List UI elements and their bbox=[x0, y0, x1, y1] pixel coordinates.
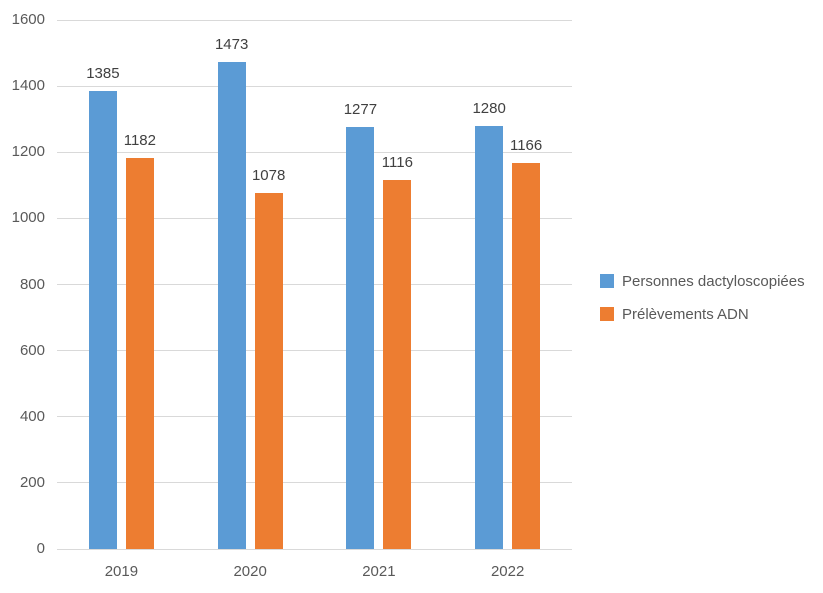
gridline bbox=[57, 548, 572, 550]
bar-series2-2021 bbox=[383, 180, 412, 549]
legend-swatch-icon bbox=[600, 274, 614, 288]
data-label: 1277 bbox=[343, 100, 378, 118]
gridline bbox=[57, 284, 572, 285]
bar-series2-2022 bbox=[512, 163, 541, 549]
legend-item: Personnes dactyloscopiées bbox=[600, 272, 805, 290]
y-axis-tick-label: 600 bbox=[19, 341, 45, 359]
x-axis-tick-label: 2022 bbox=[490, 563, 525, 580]
data-label: 1182 bbox=[123, 132, 156, 150]
legend-label: Prélèvements ADN bbox=[622, 305, 749, 323]
bar-series2-2019 bbox=[125, 158, 154, 549]
y-axis-tick-label: 1400 bbox=[11, 77, 45, 95]
legend-item: Prélèvements ADN bbox=[600, 305, 805, 323]
y-axis-tick-label: 200 bbox=[19, 473, 45, 491]
gridline bbox=[57, 217, 572, 219]
gridline bbox=[57, 85, 572, 87]
bar-series2-2020 bbox=[254, 192, 283, 549]
bar-series1-2021 bbox=[346, 126, 375, 549]
data-label: 1280 bbox=[472, 99, 506, 117]
gridline bbox=[57, 151, 572, 153]
gridline bbox=[57, 350, 572, 352]
gridline bbox=[57, 416, 572, 418]
x-axis-tick-label: 2020 bbox=[233, 563, 267, 580]
data-label: 1473 bbox=[214, 35, 249, 53]
data-label: 1078 bbox=[251, 166, 286, 184]
chart-legend: Personnes dactyloscopiées Prélèvements AD… bbox=[600, 272, 805, 323]
bar-series1-2022 bbox=[475, 125, 504, 549]
data-label: 1385 bbox=[86, 65, 120, 83]
y-axis-tick-label: 1000 bbox=[11, 209, 45, 227]
y-axis-tick-label: 800 bbox=[19, 275, 45, 293]
x-axis-tick-label: 2021 bbox=[362, 563, 396, 580]
y-axis-tick-label: 1200 bbox=[11, 143, 45, 161]
y-axis-tick-label: 400 bbox=[19, 407, 45, 425]
y-axis-tick-label: 0 bbox=[36, 540, 45, 557]
bar-series1-2020 bbox=[217, 61, 246, 549]
legend-label: Personnes dactyloscopiées bbox=[622, 272, 805, 290]
gridline bbox=[57, 482, 572, 484]
y-axis-tick-label: 1600 bbox=[11, 11, 45, 28]
bar-series1-2019 bbox=[88, 91, 117, 549]
data-label: 1116 bbox=[381, 154, 413, 172]
gridline bbox=[57, 19, 572, 21]
data-label: 1166 bbox=[509, 137, 543, 155]
legend-swatch-icon bbox=[600, 307, 614, 321]
x-axis-tick-label: 2019 bbox=[104, 563, 139, 580]
